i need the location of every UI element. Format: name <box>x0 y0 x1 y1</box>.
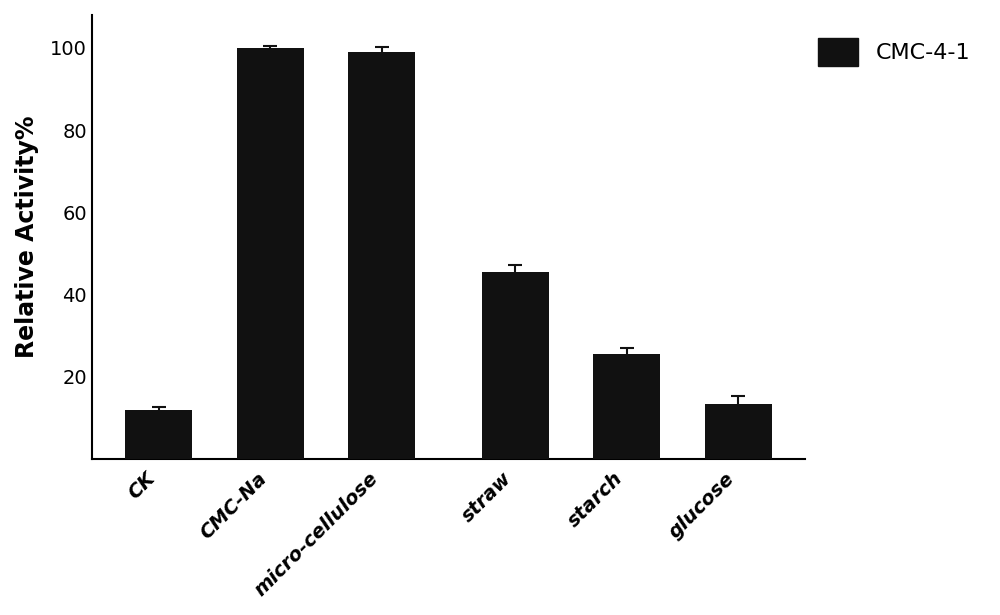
Legend: CMC-4-1: CMC-4-1 <box>809 30 979 74</box>
Bar <box>705 403 772 459</box>
Bar <box>237 48 304 459</box>
Y-axis label: Relative Activity%: Relative Activity% <box>15 116 39 359</box>
Bar <box>125 410 192 459</box>
Bar <box>348 52 415 459</box>
Bar <box>482 272 549 459</box>
Bar <box>593 354 660 459</box>
